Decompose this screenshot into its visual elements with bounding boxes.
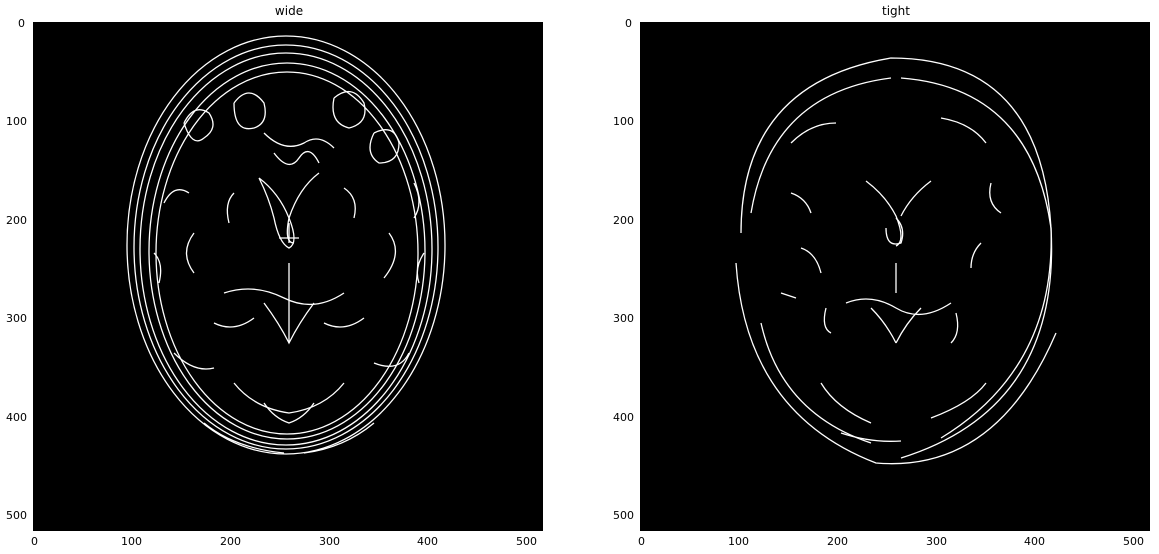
ytick-label: 500 — [613, 509, 634, 522]
ytick-label: 400 — [613, 411, 634, 424]
xtick-label: 200 — [220, 535, 241, 548]
ytick-label: 300 — [613, 312, 634, 325]
xtick-label: 300 — [319, 535, 340, 548]
ytick-label: 0 — [18, 17, 25, 30]
ytick-label: 300 — [6, 312, 27, 325]
edge-image-wide — [126, 35, 446, 455]
xtick-label: 400 — [1024, 535, 1045, 548]
ytick-label: 0 — [625, 17, 632, 30]
xtick-label: 400 — [417, 535, 438, 548]
edge-image-tight — [735, 57, 1057, 465]
ytick-label: 200 — [6, 214, 27, 227]
ytick-label: 200 — [613, 214, 634, 227]
ytick-label: 500 — [6, 509, 27, 522]
xtick-label: 0 — [638, 535, 645, 548]
panel-title-tight: tight — [882, 4, 910, 18]
xtick-label: 100 — [728, 535, 749, 548]
xtick-label: 200 — [827, 535, 848, 548]
ytick-label: 400 — [6, 411, 27, 424]
xtick-label: 500 — [516, 535, 537, 548]
xtick-label: 300 — [926, 535, 947, 548]
xtick-label: 100 — [121, 535, 142, 548]
ytick-label: 100 — [6, 115, 27, 128]
panel-title-wide: wide — [274, 4, 304, 18]
image-axes-wide — [33, 22, 543, 531]
ytick-label: 100 — [613, 115, 634, 128]
xtick-label: 500 — [1123, 535, 1144, 548]
image-axes-tight — [640, 22, 1150, 531]
xtick-label: 0 — [31, 535, 38, 548]
